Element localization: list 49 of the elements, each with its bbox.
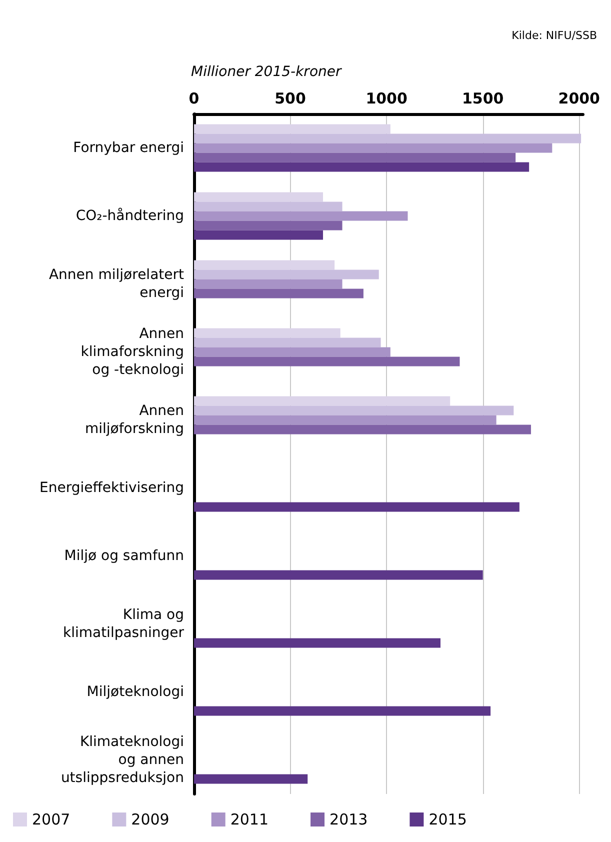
bar bbox=[194, 124, 390, 134]
bar bbox=[194, 570, 483, 580]
y-tick-label: Fornybar energi bbox=[73, 140, 184, 156]
bar bbox=[194, 406, 514, 416]
bar bbox=[194, 152, 516, 162]
bar bbox=[194, 202, 342, 212]
legend-label: 2011 bbox=[230, 810, 269, 828]
text: Kilde: NIFU/SSB bbox=[512, 29, 598, 42]
bar bbox=[194, 162, 530, 172]
bar bbox=[194, 230, 324, 240]
y-tick-label: Energieffektivisering bbox=[40, 480, 184, 496]
x-tick-label: 0 bbox=[188, 90, 200, 108]
bar bbox=[194, 328, 340, 338]
y-tick-label: Annen miljørelatert energi bbox=[48, 267, 185, 301]
bar bbox=[194, 211, 408, 221]
bar bbox=[194, 143, 552, 153]
x-tick-label: 2000 bbox=[558, 90, 600, 108]
y-tick-label: Miljøteknologi bbox=[86, 684, 184, 700]
bar bbox=[194, 192, 324, 202]
y-tick-label: Miljø og samfunn bbox=[64, 548, 184, 564]
bar bbox=[194, 347, 390, 357]
legend-label: 2015 bbox=[428, 810, 467, 828]
y-tick-label: Annen miljøforskning bbox=[84, 403, 184, 437]
x-tick-label: 1500 bbox=[462, 90, 504, 108]
bar bbox=[194, 260, 335, 270]
bar bbox=[194, 502, 520, 512]
bar bbox=[194, 270, 379, 280]
bar bbox=[194, 415, 496, 425]
x-tick-label: 1000 bbox=[366, 90, 408, 108]
bar bbox=[194, 706, 491, 716]
x-tick-label: 500 bbox=[274, 90, 306, 108]
y-tick-label: Annen klimaforskning og -teknologi bbox=[80, 326, 184, 378]
bar bbox=[194, 638, 440, 648]
bar bbox=[194, 220, 342, 230]
y-tick-label: CO₂-håndtering bbox=[76, 207, 184, 224]
legend-label: 2009 bbox=[131, 810, 170, 828]
bar bbox=[194, 288, 364, 298]
bar bbox=[194, 356, 460, 366]
bar bbox=[194, 338, 381, 348]
x-axis-title: Millioner 2015-kroner bbox=[191, 64, 342, 80]
bar bbox=[194, 396, 450, 406]
legend-label: 2013 bbox=[330, 810, 368, 828]
y-tick-label: Klima og klimatilpasninger bbox=[62, 607, 184, 641]
legend-label: 2007 bbox=[32, 810, 70, 828]
bar bbox=[194, 279, 342, 289]
bar bbox=[194, 424, 531, 434]
bar bbox=[194, 134, 582, 144]
y-tick-label: Klimateknologi og annen utslippsreduksjon bbox=[60, 734, 184, 786]
bar bbox=[194, 774, 308, 784]
